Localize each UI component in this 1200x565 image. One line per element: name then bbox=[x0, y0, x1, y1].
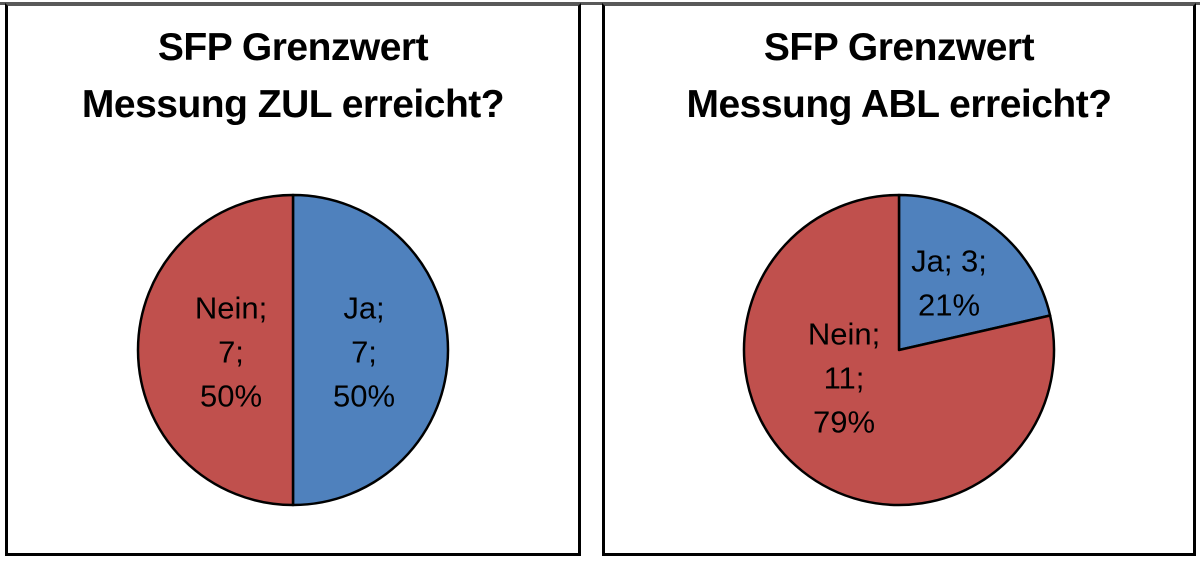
chart-panel-zul: SFP Grenzwert Messung ZUL erreicht? Ja; 7… bbox=[5, 3, 581, 556]
pie-slice-label-nein: 11; bbox=[824, 361, 865, 396]
pie-slice-label-nein: 79% bbox=[813, 405, 875, 440]
pie-slice-label-ja: 21% bbox=[918, 288, 980, 323]
chart-title-line: Messung ZUL erreicht? bbox=[81, 83, 505, 126]
pie-chart-abl: Ja; 3; 21% Nein; 11; 79% bbox=[742, 193, 1056, 507]
pie-slice-label-ja: Ja; 3; bbox=[911, 244, 987, 279]
chart-title-line: Messung ABL erreicht? bbox=[686, 83, 1112, 126]
chart-panel-abl: SFP Grenzwert Messung ABL erreicht? Ja; … bbox=[602, 3, 1196, 556]
pie-slice-ja bbox=[897, 193, 1052, 352]
pie-slice-label-nein: 7; bbox=[218, 335, 244, 370]
pie-slice-ja bbox=[291, 193, 450, 507]
pie-slice-label-ja: 7; bbox=[351, 335, 377, 370]
top-border-rule bbox=[0, 2, 1200, 5]
pie-chart-zul: Ja; 7; 50% Nein; 7; 50% bbox=[136, 193, 450, 507]
chart-title-abl: SFP Grenzwert Messung ABL erreicht? bbox=[605, 19, 1193, 133]
chart-title-zul: SFP Grenzwert Messung ZUL erreicht? bbox=[8, 19, 578, 133]
pie-slice-label-nein: 50% bbox=[200, 379, 262, 414]
pie-slice-nein bbox=[742, 193, 1056, 507]
pie-slice-label-nein: Nein; bbox=[808, 317, 880, 352]
chart-title-line: SFP Grenzwert bbox=[157, 26, 429, 69]
chart-title-line: SFP Grenzwert bbox=[763, 26, 1035, 69]
pie-slice-nein bbox=[136, 193, 295, 507]
pie-slice-label-ja: Ja; bbox=[343, 291, 384, 326]
pie-slice-label-nein: Nein; bbox=[195, 291, 267, 326]
pie-slice-label-ja: 50% bbox=[333, 379, 395, 414]
